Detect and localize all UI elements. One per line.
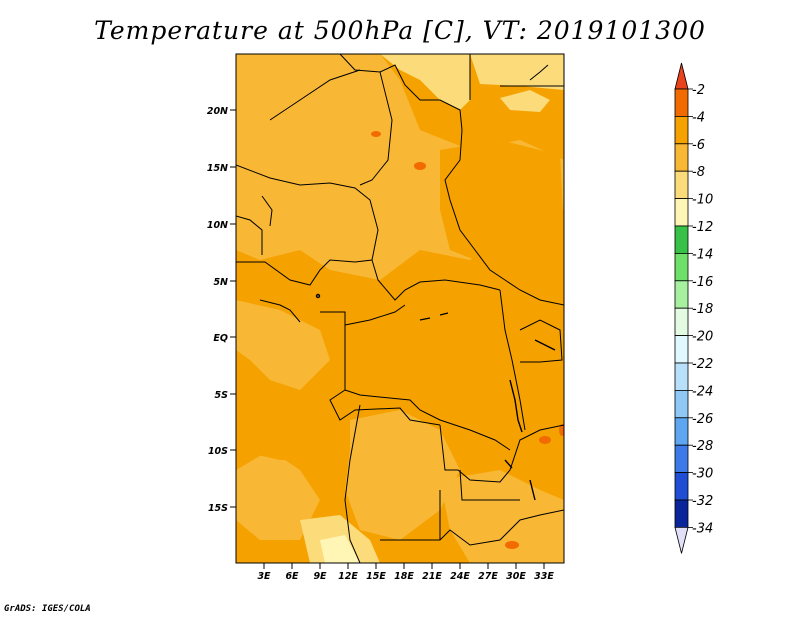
colorbar-label: -4: [692, 110, 705, 125]
svg-text:15E: 15E: [366, 571, 386, 582]
lat-tick: 5N: [213, 277, 236, 288]
lon-tick: 12E: [338, 563, 358, 582]
colorbar-label: -20: [692, 330, 713, 345]
lon-tick: 30E: [506, 563, 526, 582]
svg-text:15S: 15S: [208, 503, 228, 514]
lat-tick: EQ: [213, 333, 236, 344]
colorbar-swatch: [674, 417, 689, 446]
colorbar-label: -10: [692, 193, 713, 208]
colorbar-label: -16: [692, 275, 713, 290]
svg-text:24E: 24E: [450, 571, 470, 582]
colorbar-swatch: [674, 280, 689, 309]
svg-text:33E: 33E: [534, 571, 554, 582]
colorbar-label: -32: [692, 494, 713, 509]
lon-tick: 27E: [478, 563, 498, 582]
colorbar-label: -14: [692, 247, 713, 262]
lon-tick: 3E: [257, 563, 271, 582]
colorbar-swatch: [674, 170, 689, 199]
svg-text:27E: 27E: [478, 571, 498, 582]
plot-title: Temperature at 500hPa [C], VT: 201910130…: [94, 16, 706, 45]
map-frame: [235, 53, 565, 564]
svg-text:10N: 10N: [207, 220, 228, 231]
svg-text:20N: 20N: [207, 106, 228, 117]
svg-text:5N: 5N: [213, 277, 228, 288]
country-borders: [236, 54, 564, 563]
lon-tick: 6E: [285, 563, 299, 582]
lon-tick: 21E: [422, 563, 442, 582]
svg-text:5S: 5S: [215, 390, 229, 401]
colorbar-swatch: [674, 88, 689, 117]
svg-text:15N: 15N: [207, 163, 228, 174]
colorbar-swatch: [674, 335, 689, 364]
lon-tick: 15E: [366, 563, 386, 582]
colorbar-label: -12: [692, 220, 713, 235]
colorbar-swatch: [674, 389, 689, 419]
colorbar-bottom-arrow: [674, 527, 689, 554]
lat-tick: 5S: [215, 390, 236, 401]
colorbar: -2 -4 -6 -8 -10 -12 -14 -16 -18 -20 -22 -24 -26 -28 -3…: [674, 62, 713, 554]
svg-text:9E: 9E: [313, 571, 327, 582]
colorbar-label: -22: [692, 357, 713, 372]
lat-tick: 10S: [208, 446, 236, 457]
colorbar-swatch: [674, 252, 689, 282]
lat-tick: 15S: [208, 503, 236, 514]
colorbar-swatch: [674, 362, 689, 391]
colorbar-swatch: [674, 143, 689, 172]
colorbar-swatch: [674, 472, 689, 501]
svg-text:6E: 6E: [285, 571, 299, 582]
lon-tick: 24E: [450, 563, 470, 582]
colorbar-swatch: [674, 225, 689, 254]
colorbar-label: -2: [692, 83, 705, 98]
colorbar-label: -6: [692, 138, 705, 153]
colorbar-swatch: [674, 116, 689, 145]
latitude-axis: 20N 15N 10N 5N EQ 5S 10S 15S: [207, 106, 236, 514]
colorbar-label: -18: [692, 302, 713, 317]
longitude-axis: 3E 6E 9E 12E 15E 18E 21E 24E 27E 30E 33E: [257, 563, 554, 582]
lat-tick: 15N: [207, 163, 236, 174]
svg-text:10S: 10S: [208, 446, 228, 457]
svg-text:18E: 18E: [394, 571, 414, 582]
colorbar-label: -26: [692, 412, 713, 427]
lon-tick: 9E: [313, 563, 327, 582]
colorbar-swatch: [674, 499, 689, 528]
lon-tick: 33E: [534, 563, 554, 582]
svg-text:EQ: EQ: [213, 333, 228, 344]
lon-tick: 18E: [394, 563, 414, 582]
colorbar-label: -28: [692, 439, 713, 454]
svg-text:21E: 21E: [422, 571, 442, 582]
lakes-and-coasts: [315, 293, 556, 501]
svg-text:30E: 30E: [506, 571, 526, 582]
lat-tick: 10N: [207, 220, 236, 231]
colorbar-label: -30: [692, 467, 713, 482]
lat-tick: 20N: [207, 106, 236, 117]
grads-credit: GrADS: IGES/COLA: [4, 604, 91, 614]
colorbar-label: -24: [692, 384, 713, 399]
colorbar-swatch: [674, 444, 689, 474]
svg-text:3E: 3E: [257, 571, 271, 582]
colorbar-top-arrow: [674, 62, 689, 90]
svg-text:12E: 12E: [338, 571, 358, 582]
colorbar-swatch: [674, 307, 689, 337]
colorbar-swatch: [674, 198, 689, 227]
colorbar-label: -34: [692, 521, 713, 536]
colorbar-label: -8: [692, 165, 705, 180]
